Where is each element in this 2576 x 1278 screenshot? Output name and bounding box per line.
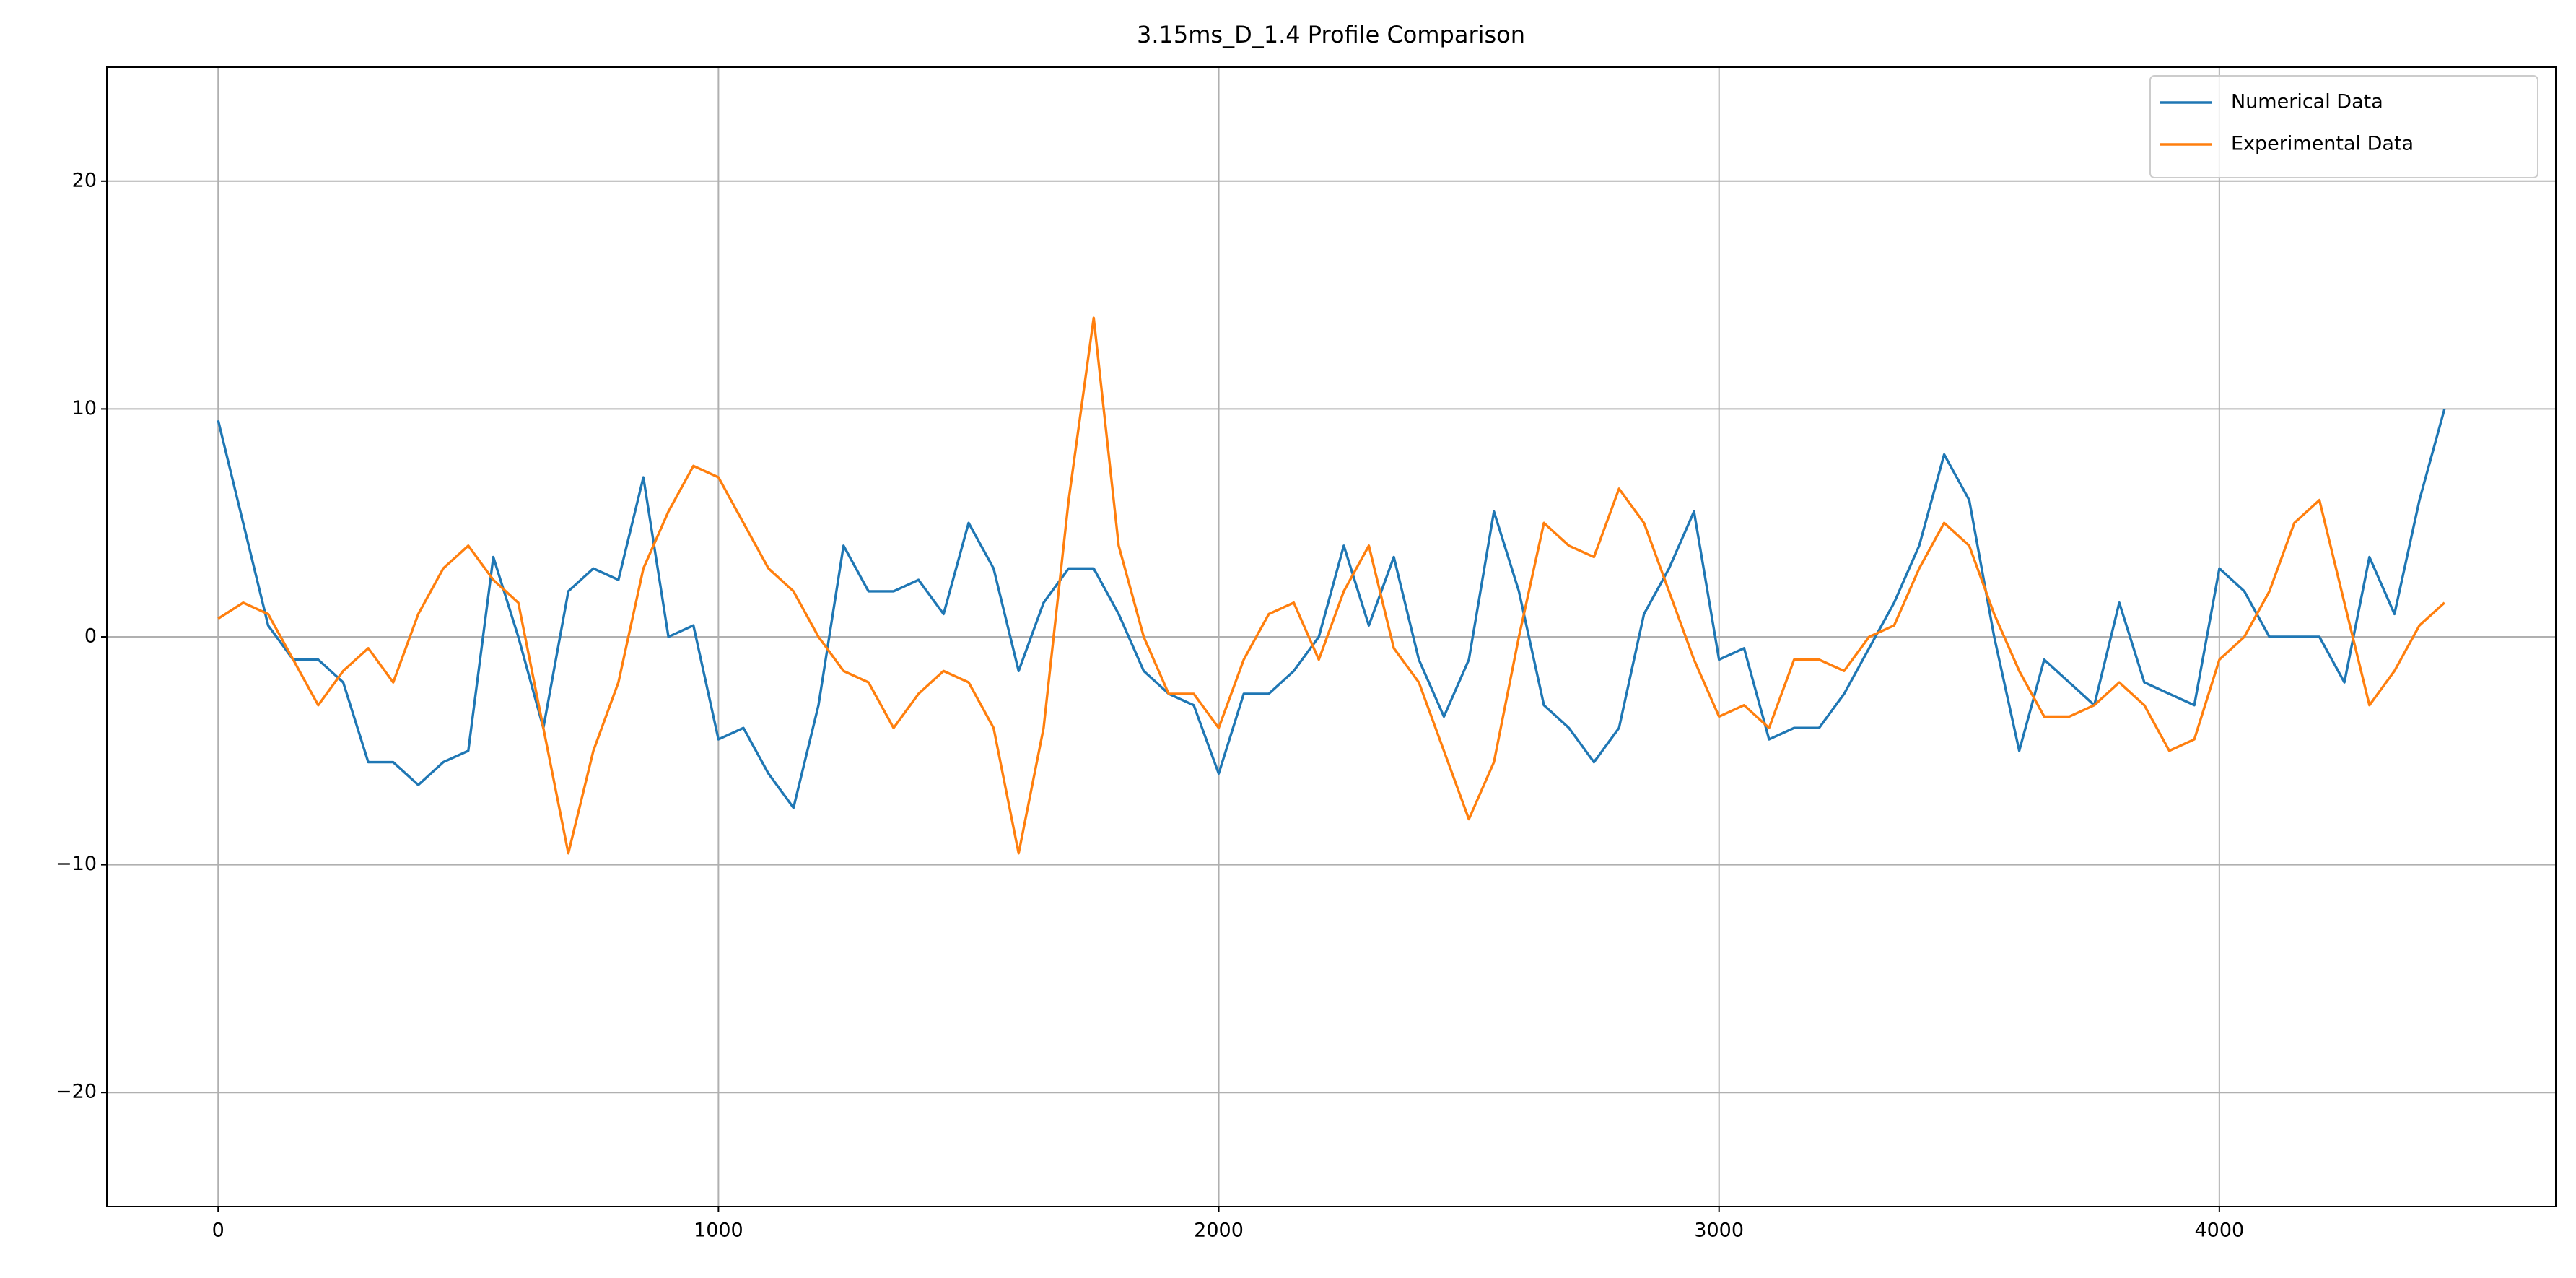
legend-label: Numerical Data	[2231, 91, 2383, 113]
line-series	[217, 408, 2446, 809]
y-tick-label: −20	[56, 1081, 97, 1103]
y-tick-label: 20	[72, 169, 97, 191]
line-series	[217, 316, 2445, 855]
legend-label: Experimental Data	[2231, 133, 2414, 155]
legend-box	[2149, 75, 2538, 178]
x-tick-label: 1000	[694, 1220, 743, 1242]
y-tick-label: 0	[84, 625, 97, 648]
x-tick-label: 4000	[2194, 1220, 2244, 1242]
y-tick-label: 10	[72, 397, 97, 420]
x-tick-label: 0	[212, 1220, 224, 1242]
chart-title: 3.15ms_D_1.4 Profile Comparison	[1137, 21, 1525, 48]
x-tick-label: 3000	[1694, 1220, 1744, 1242]
plot-frame	[106, 66, 2557, 1207]
y-tick-label: −10	[56, 853, 97, 875]
x-tick-label: 2000	[1194, 1220, 1244, 1242]
